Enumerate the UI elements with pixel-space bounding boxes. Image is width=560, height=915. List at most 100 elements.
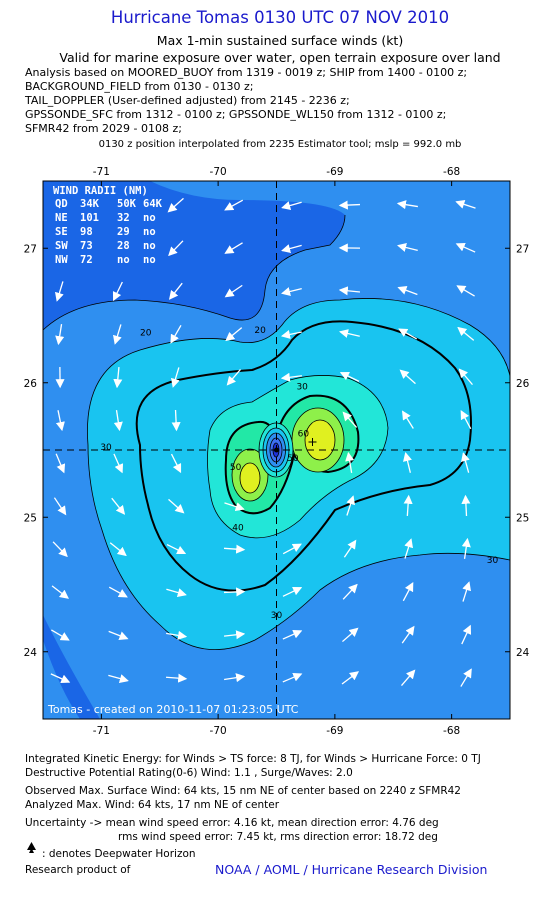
wind-arrow-icon	[282, 543, 302, 555]
wind-arrow-icon	[224, 242, 243, 254]
wind-arrow-icon	[401, 625, 415, 644]
wind-arrow-icon	[342, 583, 358, 600]
wind-arrow-icon	[456, 285, 475, 297]
wind-radii-cell: SW	[55, 240, 68, 252]
wind-arrow-icon	[52, 541, 68, 558]
wind-arrow-icon	[171, 367, 180, 388]
x-tick-label-bottom: -69	[326, 725, 343, 737]
wind-arrow-icon	[224, 502, 245, 512]
wind-radii-cell: no	[143, 254, 156, 266]
contour-label: 20	[140, 329, 152, 339]
contour-band-34-outline	[135, 320, 472, 592]
wind-radii-column-header: QD	[55, 198, 68, 210]
wind-arrow-icon	[343, 539, 357, 558]
wind-arrow-icon	[168, 240, 184, 257]
subtitle-wind: Max 1-min sustained surface winds (kt)	[156, 33, 404, 48]
analysis-line: SFMR42 from 2029 - 0108 z;	[25, 122, 182, 135]
deepwater-horizon-icon	[27, 842, 36, 850]
deepwater-horizon-icon-detail	[29, 848, 34, 853]
wind-arrow-icon	[113, 366, 123, 389]
wind-radii-cell: no	[117, 254, 130, 266]
wind-radii-cell: NE	[55, 212, 68, 224]
wind-radii-cell: SE	[55, 226, 68, 238]
wind-arrow-icon	[113, 324, 122, 345]
wind-radii-cell: 101	[80, 212, 99, 224]
map-credit: Tomas - created on 2010-11-07 01:23:05 U…	[47, 703, 299, 716]
wind-arrow-icon	[339, 371, 360, 382]
wind-radii-column-header: 64K	[143, 198, 163, 210]
wind-arrow-icon	[399, 369, 416, 385]
wind-vectors	[50, 197, 476, 687]
wind-arrow-icon	[280, 372, 303, 382]
ike-line: Integrated Kinetic Energy: for Winds > T…	[25, 753, 481, 765]
position-note: 0130 z position interpolated from 2235 E…	[98, 139, 462, 150]
wind-arrow-icon	[170, 453, 182, 474]
wind-arrow-icon	[55, 324, 65, 346]
y-tick-label-left: 26	[24, 378, 38, 390]
contour-label: 50	[287, 454, 299, 464]
wind-arrow-icon	[108, 586, 128, 598]
wind-arrow-icon	[280, 329, 302, 339]
wind-arrow-icon	[396, 200, 418, 210]
x-tick-label-top: -69	[326, 166, 343, 178]
wind-arrow-icon	[342, 627, 359, 643]
x-tick-label-top: -70	[210, 166, 227, 178]
y-tick-label-right: 24	[516, 647, 530, 659]
wind-arrow-icon	[458, 368, 473, 386]
wind-arrow-icon	[113, 453, 124, 474]
uncertainty-rms-line: rms wind speed error: 7.45 kt, rms direc…	[118, 831, 438, 843]
wind-arrow-icon	[398, 328, 418, 340]
wind-arrow-icon	[225, 327, 243, 342]
wind-arrow-icon	[460, 668, 472, 687]
contour-band-64-sw	[239, 462, 261, 494]
y-tick-label-right: 27	[516, 243, 529, 255]
analyzed-max-line: Analyzed Max. Wind: 64 kts, 17 nm NE of …	[25, 799, 280, 811]
wind-arrow-icon	[112, 281, 123, 302]
wind-radii-column-header: 50K	[117, 198, 137, 210]
wind-arrow-icon	[171, 409, 181, 432]
wind-arrow-icon	[282, 672, 303, 683]
contour-band-20-sw-corner	[43, 640, 80, 719]
wind-radii-header: WIND RADII (NM)	[53, 185, 148, 197]
contour-label: 20	[254, 326, 266, 336]
wind-arrow-icon	[462, 581, 472, 602]
x-tick-label-top: -68	[443, 166, 460, 178]
page-title: Hurricane Tomas 0130 UTC 07 NOV 2010	[110, 8, 450, 27]
wind-arrow-icon	[223, 630, 246, 640]
axis-ticks: -71 -71 -70 -70 -69 -69 -68 -68 27 27 26 26 25 25 24 24	[24, 166, 530, 737]
wind-arrow-icon	[165, 673, 188, 683]
analysis-line: TAIL_DOPPLER (User-defined adjusted) fro…	[25, 94, 350, 107]
wind-arrow-icon	[461, 624, 472, 645]
deepwater-legend: : denotes Deepwater Horizon	[42, 848, 196, 860]
wind-arrow-icon	[55, 410, 65, 432]
wind-arrow-icon	[338, 200, 361, 210]
wind-radii-cell: 72	[80, 254, 93, 266]
wind-arrow-icon	[223, 587, 246, 597]
wind-arrow-icon	[460, 410, 472, 430]
wind-arrow-icon	[224, 673, 246, 683]
wind-arrow-icon	[51, 629, 70, 641]
wind-radii-cell: 73	[80, 240, 93, 252]
wind-arrow-icon	[457, 326, 475, 341]
y-tick-label-right: 26	[516, 378, 530, 390]
x-tick-label-bottom: -68	[443, 725, 460, 737]
contour-line-20	[43, 214, 346, 331]
analysis-line: Analysis based on MOORED_BUOY from 1319 …	[25, 66, 468, 79]
wind-radii-column-header: 34K	[80, 198, 100, 210]
x-tick-label-bottom: -70	[210, 725, 227, 737]
wind-arrow-icon	[55, 281, 64, 302]
wind-arrow-icon	[109, 542, 127, 557]
wind-radii-cell: no	[143, 226, 156, 238]
wind-arrow-icon	[226, 368, 241, 386]
wind-arrow-icon	[397, 243, 418, 252]
wind-radii-cell: 29	[117, 226, 130, 238]
wind-arrow-icon	[168, 498, 185, 514]
storm-center-icon	[274, 438, 317, 453]
uncertainty-mean-line: Uncertainty -> mean wind speed error: 4.…	[25, 817, 439, 829]
x-tick-label-top: -71	[93, 166, 110, 178]
noaa-credit-link[interactable]: NOAA / AOML / Hurricane Research Divisio…	[215, 862, 488, 877]
wind-arrow-icon	[281, 244, 302, 253]
wind-radii-cell: 98	[80, 226, 93, 238]
wind-arrow-icon	[461, 452, 470, 473]
